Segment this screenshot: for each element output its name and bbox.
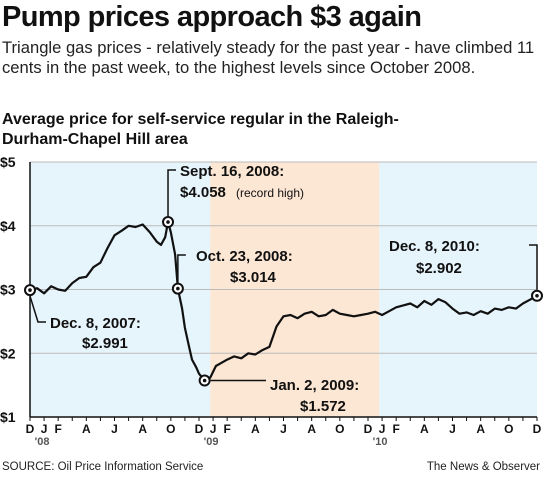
- x-tick-label: A: [251, 422, 260, 436]
- x-tick-label: D: [195, 422, 204, 436]
- x-tick-label: F: [392, 422, 399, 436]
- x-tick-label: F: [54, 422, 61, 436]
- annotation-value: $4.058: [180, 184, 226, 201]
- x-tick-label: D: [26, 422, 35, 436]
- series-layer: [29, 221, 538, 382]
- dek-text: Triangle gas prices - relatively steady …: [2, 38, 535, 77]
- x-tick-label: O: [166, 422, 175, 436]
- x-tick-label: A: [420, 422, 429, 436]
- annotation-dec-2010: Dec. 8, 2010: $2.902: [389, 238, 480, 277]
- x-tick-label: J: [280, 422, 287, 436]
- x-tick-label: A: [307, 422, 316, 436]
- annotation-note: (record high): [236, 186, 304, 200]
- price-series-line: [29, 221, 538, 382]
- annotation-date: Oct. 23, 2008:: [196, 248, 293, 265]
- y-tick-label: $4: [0, 218, 16, 234]
- leader-line: [167, 169, 177, 217]
- x-tick-label: A: [138, 422, 147, 436]
- leader-line: [29, 295, 46, 323]
- annotation-leaders: [29, 169, 538, 382]
- x-tick-label: A: [82, 422, 91, 436]
- price-line-chart: $1$2$3$4$5 D J F A J A O D J F A J A O D J F A J A O D'08'09 '…: [0, 154, 543, 448]
- data-point-center: [535, 293, 539, 298]
- x-tick-label: J: [379, 422, 386, 436]
- data-point-center: [166, 220, 170, 224]
- annotation-date: Dec. 8, 2007:: [50, 315, 141, 332]
- year-label: '08: [35, 436, 50, 448]
- annotation-value: $3.014: [230, 269, 277, 286]
- data-point-center: [176, 286, 180, 291]
- y-axis-labels: $1 $2 $3 $4 $5: [0, 154, 16, 425]
- y-tick-label: $5: [0, 154, 16, 170]
- x-tick-label: O: [335, 422, 344, 436]
- x-tick-label: D: [364, 422, 373, 436]
- highlight-points: [24, 216, 543, 387]
- annotation-jan-2009: Jan. 2, 2009: $1.572: [270, 377, 359, 415]
- y-tick-label: $1: [0, 409, 16, 425]
- annotation-oct-2008: Oct. 23, 2008: $3.014: [196, 248, 293, 286]
- annotation-dec-2007: Dec. 8, 2007: $2.991: [50, 315, 141, 352]
- annotation-value: $1.572: [300, 398, 346, 415]
- year-label: '09: [204, 436, 219, 448]
- x-axis-labels: D J F A J A O D J F A J A O D J F A J A O D'08'09'10: [26, 422, 542, 448]
- annotation-date: Jan. 2, 2009:: [270, 377, 359, 394]
- data-point-center: [202, 378, 207, 383]
- x-tick-label: J: [41, 422, 48, 436]
- source-note: SOURCE: Oil Price Information Service: [2, 461, 204, 473]
- annotation-value: $2.991: [82, 335, 128, 352]
- leader-line: [529, 244, 538, 290]
- annotation-date: Sept. 16, 2008:: [180, 163, 284, 180]
- x-tick-label: J: [449, 422, 456, 436]
- x-tick-label: D: [533, 422, 542, 436]
- chart-title: Average price for self-service regular i…: [2, 111, 399, 148]
- leader-line: [177, 254, 186, 283]
- headline: Pump prices approach $3 again: [2, 1, 422, 33]
- year-label: '10: [373, 436, 388, 448]
- annotation-value: $2.902: [416, 260, 462, 277]
- x-tick-label: F: [223, 422, 230, 436]
- x-tick-label: J: [111, 422, 118, 436]
- x-tick-label: O: [504, 422, 513, 436]
- credit-line: The News & Observer: [426, 461, 540, 473]
- y-tick-label: $3: [0, 282, 16, 298]
- x-tick-label: A: [476, 422, 485, 436]
- annotation-date: Dec. 8, 2010:: [389, 238, 480, 255]
- y-tick-label: $2: [0, 345, 16, 361]
- data-point-center: [28, 288, 32, 292]
- x-tick-label: J: [210, 422, 217, 436]
- annotation-record-high: Sept. 16, 2008: $4.058 (record high): [180, 163, 304, 201]
